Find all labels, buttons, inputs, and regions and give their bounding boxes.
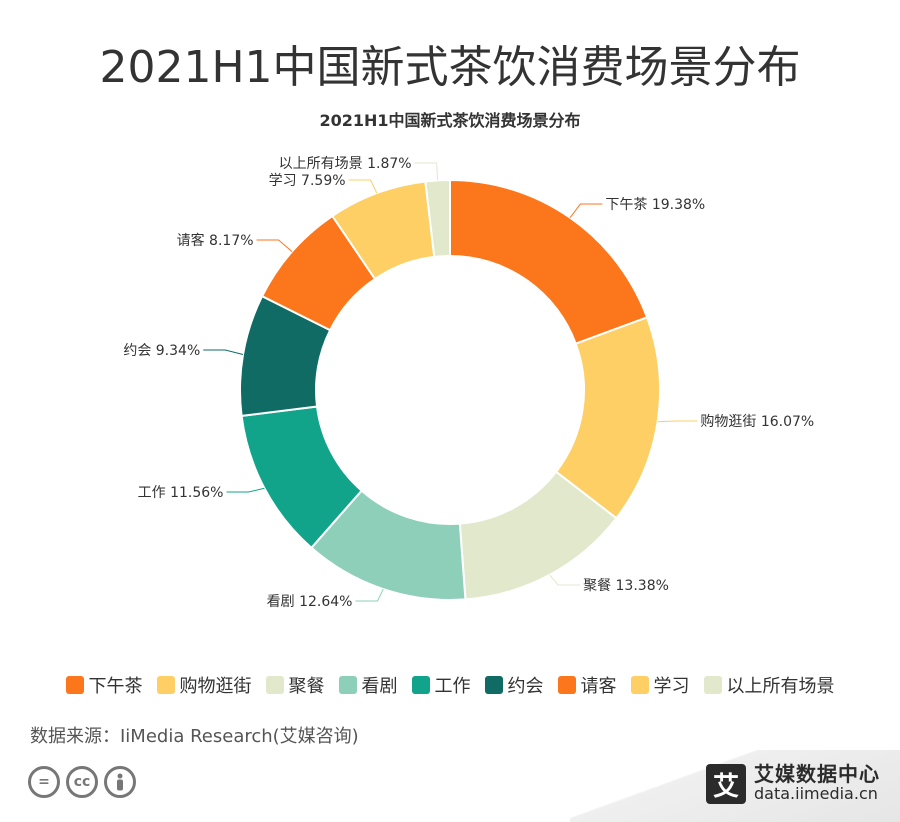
- legend-swatch: [338, 676, 357, 694]
- slice-1: [449, 178, 649, 345]
- legend-label: 下午茶: [88, 676, 143, 697]
- equals-icon: =: [28, 766, 60, 798]
- leader-line-5: [226, 487, 265, 493]
- legend-swatch: [411, 676, 430, 694]
- legend-swatch: [557, 676, 576, 694]
- legend-label: 学习: [653, 676, 690, 697]
- leader-line-9: [414, 162, 439, 181]
- page-title: 2021H1中国新式茶饮消费场景分布: [99, 42, 801, 93]
- legend-item-9: 以上所有场景: [703, 672, 835, 698]
- slice-label-4: 看剧 12.64%: [267, 594, 353, 610]
- leader-line-4: [355, 588, 384, 602]
- chart-legend: 下午茶 购物逛街 聚餐 看剧 工作 约会 请客 学习 以上所有场景: [0, 672, 900, 698]
- legend-swatch: [703, 676, 722, 694]
- brand-name: 艾媒数据中心: [754, 762, 880, 786]
- leader-line-3: [549, 574, 581, 586]
- slice-label-2: 购物逛街 16.07%: [700, 414, 814, 430]
- legend-item-8: 学习: [630, 672, 690, 698]
- legend-item-3: 聚餐: [265, 672, 325, 698]
- leader-line-8: [348, 179, 378, 194]
- legend-item-6: 约会: [484, 672, 544, 698]
- legend-label: 聚餐: [288, 676, 325, 697]
- legend-label: 工作: [434, 676, 471, 697]
- leader-line-2: [657, 420, 698, 423]
- legend-label: 约会: [507, 676, 544, 697]
- slice-label-5: 工作 11.56%: [138, 485, 224, 501]
- person-icon: [104, 766, 136, 798]
- legend-item-4: 看剧: [338, 672, 398, 698]
- slice-label-8: 学习 7.59%: [269, 173, 346, 189]
- legend-item-2: 购物逛街: [156, 672, 252, 698]
- license-icons: = cc: [28, 766, 142, 798]
- leader-line-7: [256, 239, 293, 252]
- legend-swatch: [484, 676, 503, 694]
- data-source: 数据来源：IiMedia Research(艾媒咨询): [30, 726, 359, 747]
- slice-label-7: 请客 8.17%: [177, 232, 254, 249]
- legend-swatch: [265, 676, 284, 694]
- slice-9: [424, 178, 451, 259]
- slice-label-1: 下午茶 19.38%: [605, 197, 705, 213]
- slice-label-3: 聚餐 13.38%: [583, 578, 669, 594]
- legend-label: 请客: [580, 676, 617, 697]
- legend-label: 看剧: [361, 676, 398, 697]
- slice-label-6: 约会 9.34%: [123, 343, 200, 359]
- cc-icon: cc: [66, 766, 98, 798]
- legend-swatch: [156, 676, 175, 694]
- chart-title: 2021H1中国新式茶饮消费场景分布: [319, 111, 580, 130]
- brand-url: data.iimedia.cn: [754, 784, 878, 803]
- brand-logo-icon: 艾: [706, 764, 746, 804]
- legend-label: 以上所有场景: [726, 676, 835, 697]
- legend-swatch: [630, 676, 649, 694]
- leader-line-1: [569, 203, 603, 219]
- legend-item-1: 下午茶: [65, 672, 143, 698]
- legend-item-7: 请客: [557, 672, 617, 698]
- brand-block: 艾 艾媒数据中心 data.iimedia.cn: [706, 764, 880, 804]
- slice-label-9: 以上所有场景 1.87%: [279, 156, 412, 172]
- leader-line-6: [203, 349, 244, 356]
- legend-label: 购物逛街: [179, 676, 252, 697]
- legend-item-5: 工作: [411, 672, 471, 698]
- legend-swatch: [65, 676, 84, 694]
